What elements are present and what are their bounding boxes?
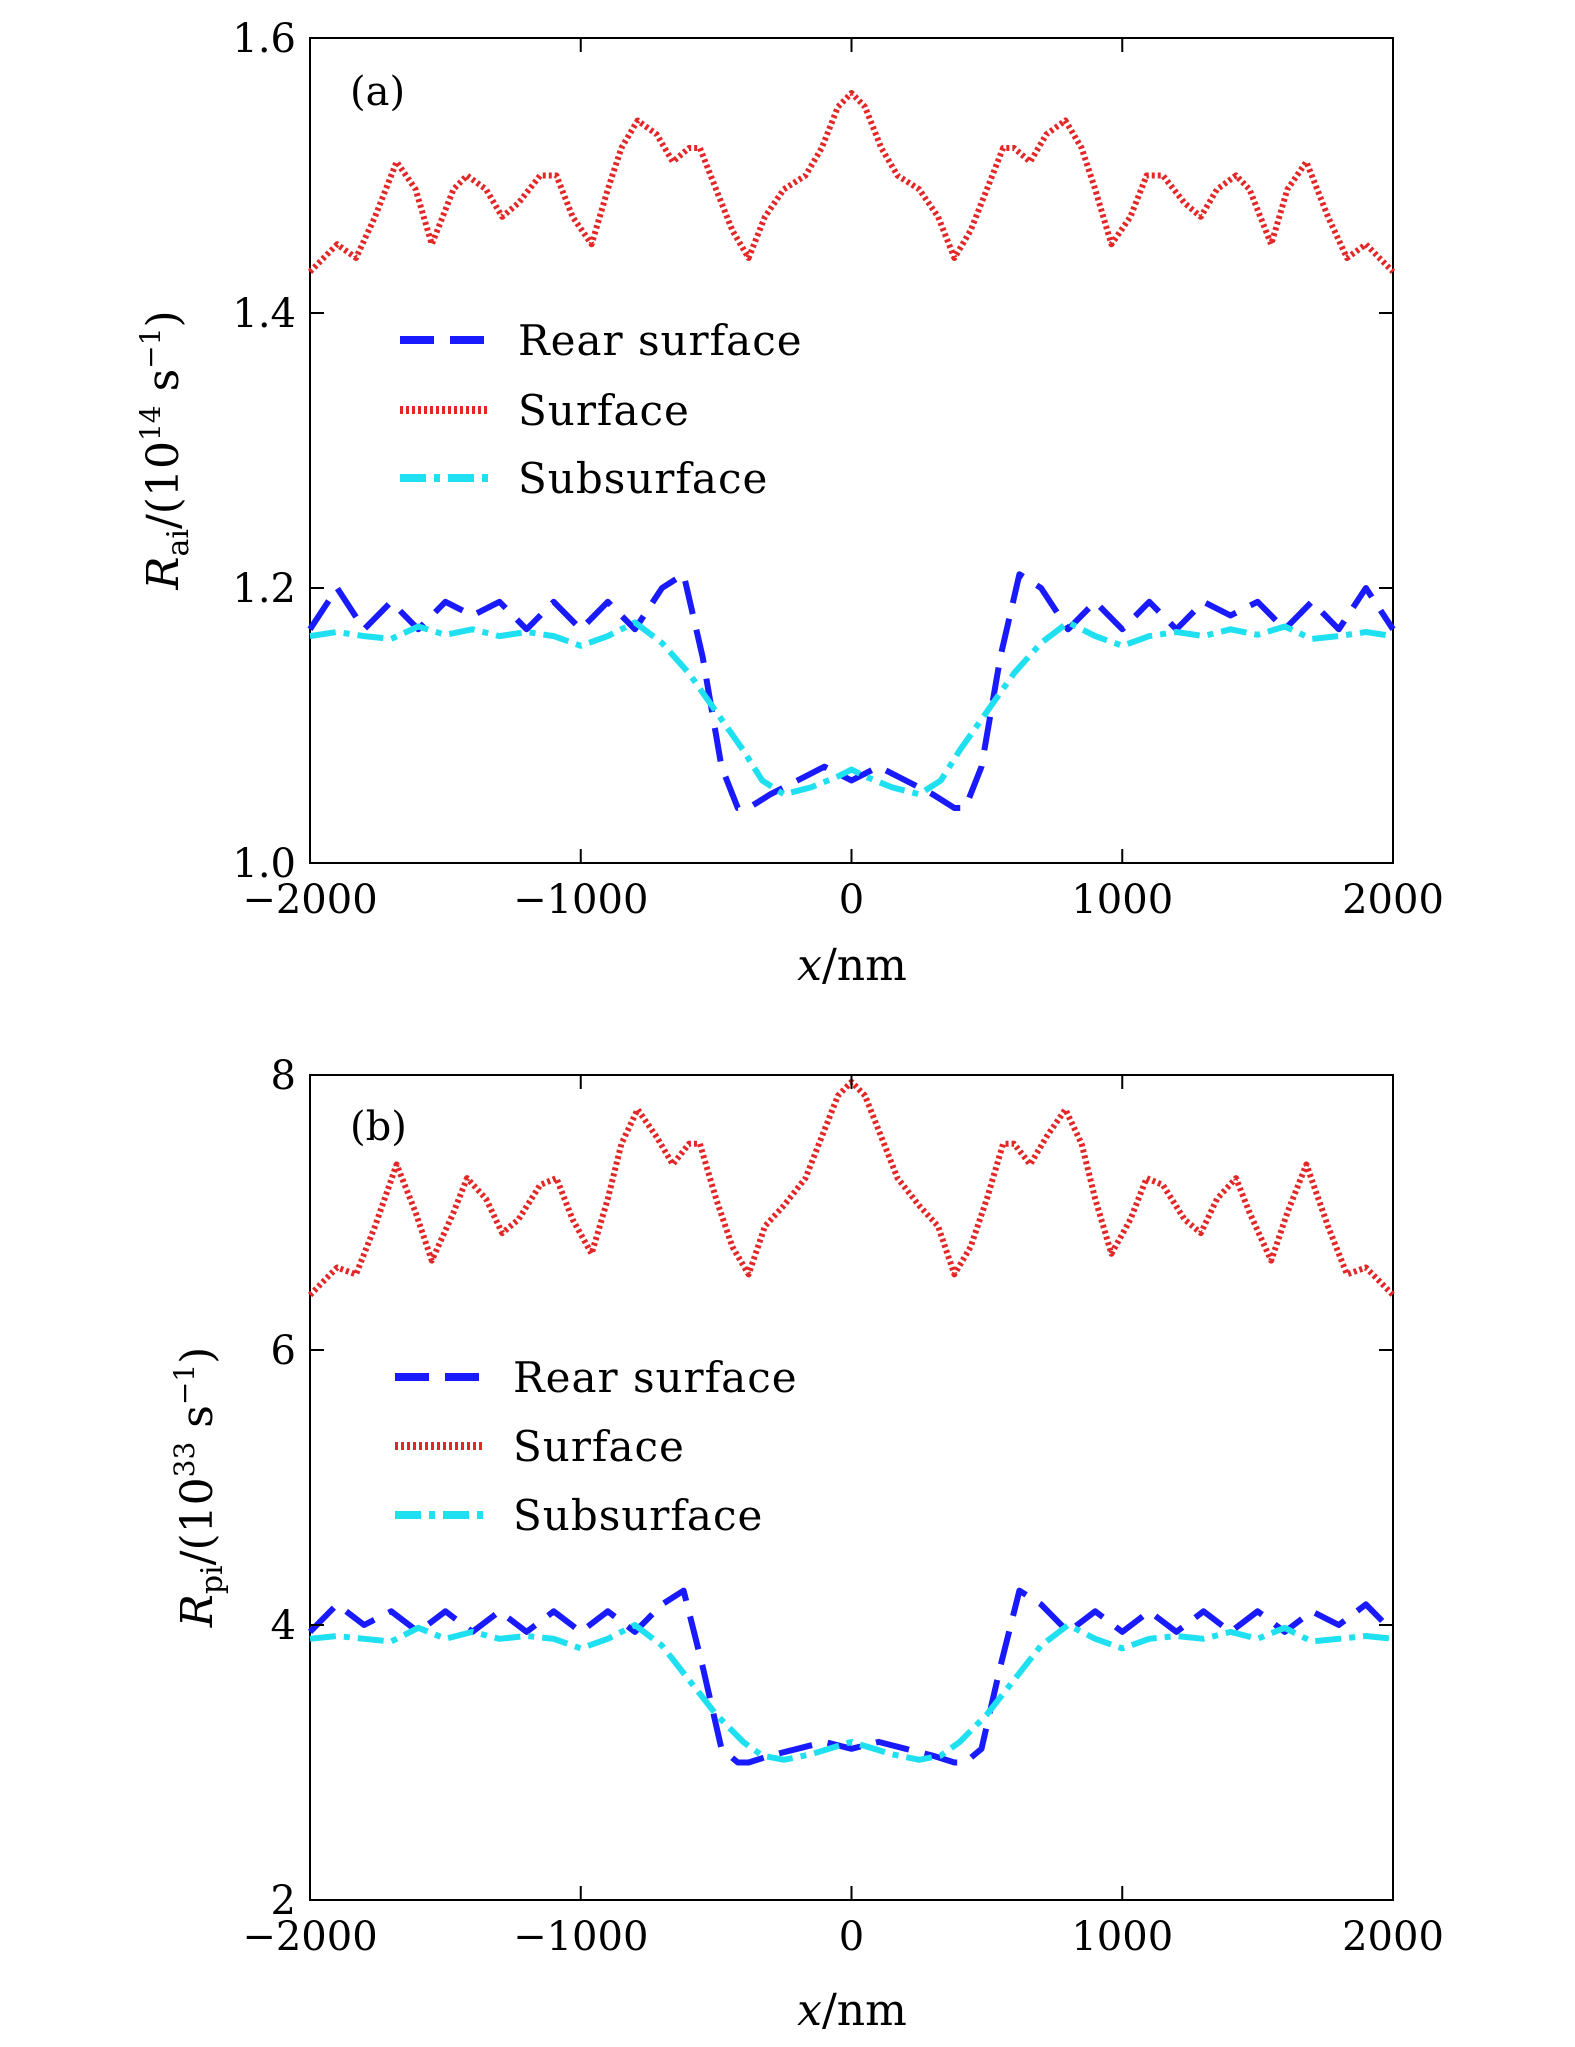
panel-a-y-tick-label: 1.0 [232,841,296,887]
panel-b-tick-layer: −2000 −1000 0 1000 2000 2 4 6 8 [242,1053,1444,1960]
panel-a-x-tick-label: 0 [839,877,864,923]
panel-b-series-subsurface [309,1622,1394,1763]
panel-a-x-tick-label: −2000 [242,877,377,923]
panel-b-series-rear-surface [307,1587,1396,1766]
panel-b-legend: Rear surface Surface Subsurface [395,1353,798,1540]
panel-a-chart: −2000 −1000 0 1000 2000 1.0 1.2 1.4 1.6 (a) Rear… [134,16,1444,991]
panel-a-x-tick-label: 1000 [1071,877,1173,923]
panel-b-y-tick-label: 2 [271,1878,296,1924]
panel-a-x-axis-label: x/nm [797,940,907,991]
panel-b-legend-label-rear: Rear surface [513,1353,798,1402]
panel-a-legend-label-rear: Rear surface [518,316,803,365]
panel-b-x-axis-label: x/nm [797,1985,907,2036]
panel-b-x-tick-label: 1000 [1071,1914,1173,1960]
panel-b-x-tick-label: 2000 [1342,1914,1444,1960]
panel-b-series-surface [307,1078,1396,1298]
panel-b-legend-label-subsurface: Subsurface [513,1491,763,1540]
panel-a-x-tick-label: −1000 [513,877,648,923]
panel-b-label: (b) [350,1104,407,1150]
panel-b-x-tick-label: −2000 [242,1914,377,1960]
panel-a-y-tick-label: 1.6 [232,16,296,62]
panel-b-y-tick-label: 6 [271,1328,296,1374]
panel-a-legend-label-surface: Surface [518,386,690,435]
panel-b-legend-label-surface: Surface [513,1422,685,1471]
panel-a-tick-layer: −2000 −1000 0 1000 2000 1.0 1.2 1.4 1.6 [232,16,1444,923]
panel-b-x-tick-label: −1000 [513,1914,648,1960]
panel-b-chart: −2000 −1000 0 1000 2000 2 4 6 8 (b) Rear surface… [168,1053,1444,2036]
panel-a-series-subsurface [309,619,1394,798]
panel-b-y-axis-label: Rpi/(1033 s−1) [168,1347,230,1629]
panel-b-y-tick-label: 4 [271,1603,296,1649]
panel-a-y-axis-label: Rai/(1014 s−1) [134,310,196,590]
panel-a-series-rear-surface [307,571,1396,811]
panel-a-label: (a) [350,69,405,115]
panel-a-y-tick-label: 1.4 [232,291,296,337]
panel-b-series-layer [307,1078,1396,1766]
panel-b-plot-frame [309,1074,1394,1901]
panel-a-series-layer [307,90,1396,811]
panel-b-x-tick-label: 0 [839,1914,864,1960]
panel-a-plot-frame [309,37,1394,864]
panel-a-legend-label-subsurface: Subsurface [518,454,768,503]
panel-a-series-surface [307,90,1396,274]
panel-a-x-tick-label: 2000 [1342,877,1444,923]
panel-a-legend: Rear surface Surface Subsurface [400,316,803,503]
panel-a-y-tick-label: 1.2 [232,566,296,612]
panel-b-y-tick-label: 8 [271,1053,296,1099]
